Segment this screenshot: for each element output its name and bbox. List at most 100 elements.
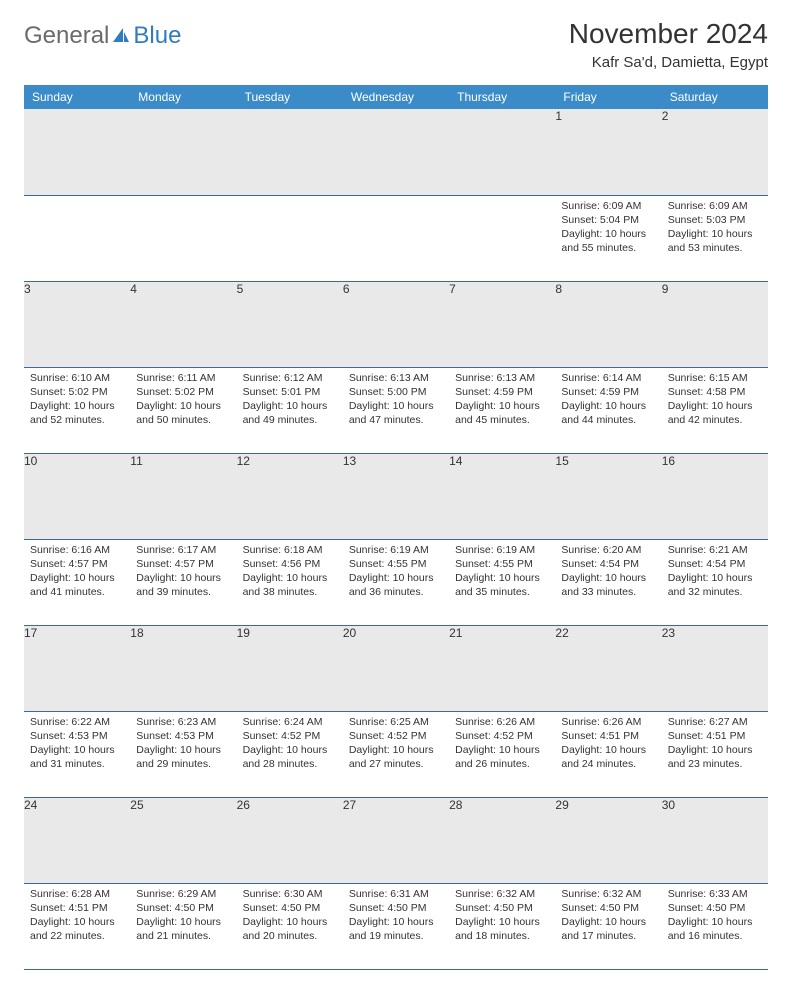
weekday-header: Wednesday [343,85,449,109]
sunset-text: Sunset: 4:51 PM [561,729,655,743]
sunrise-text: Sunrise: 6:32 AM [561,887,655,901]
month-title: November 2024 [569,18,768,50]
sunrise-text: Sunrise: 6:26 AM [455,715,549,729]
day-cell: Sunrise: 6:25 AMSunset: 4:52 PMDaylight:… [343,711,449,797]
day-cell: Sunrise: 6:12 AMSunset: 5:01 PMDaylight:… [237,367,343,453]
day-number [24,109,130,195]
sunset-text: Sunset: 5:03 PM [668,213,762,227]
day-cell-content: Sunrise: 6:14 AMSunset: 4:59 PMDaylight:… [555,368,661,434]
sunset-text: Sunset: 4:57 PM [30,557,124,571]
daylight-text: Daylight: 10 hours and 27 minutes. [349,743,443,771]
sunset-text: Sunset: 4:50 PM [561,901,655,915]
day-number: 15 [555,453,661,539]
day-cell: Sunrise: 6:20 AMSunset: 4:54 PMDaylight:… [555,539,661,625]
sunrise-text: Sunrise: 6:31 AM [349,887,443,901]
sunset-text: Sunset: 4:51 PM [668,729,762,743]
day-number: 2 [662,109,768,195]
day-cell: Sunrise: 6:26 AMSunset: 4:51 PMDaylight:… [555,711,661,797]
day-cell-content: Sunrise: 6:26 AMSunset: 4:52 PMDaylight:… [449,712,555,778]
day-cell [343,195,449,281]
day-cell-content: Sunrise: 6:09 AMSunset: 5:03 PMDaylight:… [662,196,768,262]
weekday-header: Sunday [24,85,130,109]
day-cell-content: Sunrise: 6:22 AMSunset: 4:53 PMDaylight:… [24,712,130,778]
day-cell-content: Sunrise: 6:18 AMSunset: 4:56 PMDaylight:… [237,540,343,606]
sunrise-text: Sunrise: 6:24 AM [243,715,337,729]
sunset-text: Sunset: 4:50 PM [455,901,549,915]
day-number-row: 3456789 [24,281,768,367]
day-number-row: 10111213141516 [24,453,768,539]
sunrise-text: Sunrise: 6:27 AM [668,715,762,729]
daylight-text: Daylight: 10 hours and 22 minutes. [30,915,124,943]
day-cell: Sunrise: 6:32 AMSunset: 4:50 PMDaylight:… [555,883,661,969]
sunset-text: Sunset: 4:59 PM [561,385,655,399]
day-number: 8 [555,281,661,367]
daylight-text: Daylight: 10 hours and 36 minutes. [349,571,443,599]
sunrise-text: Sunrise: 6:09 AM [668,199,762,213]
day-cell-content: Sunrise: 6:09 AMSunset: 5:04 PMDaylight:… [555,196,661,262]
day-cell: Sunrise: 6:31 AMSunset: 4:50 PMDaylight:… [343,883,449,969]
weekday-header: Tuesday [237,85,343,109]
brand-logo: General Blue [24,18,181,50]
sunrise-text: Sunrise: 6:15 AM [668,371,762,385]
sunset-text: Sunset: 4:51 PM [30,901,124,915]
day-number: 13 [343,453,449,539]
daylight-text: Daylight: 10 hours and 31 minutes. [30,743,124,771]
sunset-text: Sunset: 4:54 PM [668,557,762,571]
day-cell-content: Sunrise: 6:15 AMSunset: 4:58 PMDaylight:… [662,368,768,434]
day-number: 4 [130,281,236,367]
day-number: 14 [449,453,555,539]
day-cell: Sunrise: 6:19 AMSunset: 4:55 PMDaylight:… [449,539,555,625]
day-cell-content: Sunrise: 6:28 AMSunset: 4:51 PMDaylight:… [24,884,130,950]
weekday-header: Monday [130,85,236,109]
sunrise-text: Sunrise: 6:25 AM [349,715,443,729]
day-number [343,109,449,195]
sunrise-text: Sunrise: 6:30 AM [243,887,337,901]
day-cell-content: Sunrise: 6:17 AMSunset: 4:57 PMDaylight:… [130,540,236,606]
sunset-text: Sunset: 5:02 PM [30,385,124,399]
day-number: 29 [555,797,661,883]
sunset-text: Sunset: 4:54 PM [561,557,655,571]
day-cell [449,195,555,281]
sunset-text: Sunset: 4:53 PM [136,729,230,743]
day-cell-content: Sunrise: 6:13 AMSunset: 4:59 PMDaylight:… [449,368,555,434]
day-number: 18 [130,625,236,711]
day-cell: Sunrise: 6:23 AMSunset: 4:53 PMDaylight:… [130,711,236,797]
day-number: 25 [130,797,236,883]
sunrise-text: Sunrise: 6:26 AM [561,715,655,729]
day-cell: Sunrise: 6:17 AMSunset: 4:57 PMDaylight:… [130,539,236,625]
daylight-text: Daylight: 10 hours and 18 minutes. [455,915,549,943]
sunset-text: Sunset: 4:58 PM [668,385,762,399]
sunrise-text: Sunrise: 6:22 AM [30,715,124,729]
day-content-row: Sunrise: 6:22 AMSunset: 4:53 PMDaylight:… [24,711,768,797]
sunrise-text: Sunrise: 6:33 AM [668,887,762,901]
day-cell-content: Sunrise: 6:19 AMSunset: 4:55 PMDaylight:… [449,540,555,606]
day-number: 30 [662,797,768,883]
weekday-header: Friday [555,85,661,109]
day-number: 26 [237,797,343,883]
daylight-text: Daylight: 10 hours and 45 minutes. [455,399,549,427]
day-number [449,109,555,195]
day-number: 7 [449,281,555,367]
day-number: 16 [662,453,768,539]
sunrise-text: Sunrise: 6:23 AM [136,715,230,729]
daylight-text: Daylight: 10 hours and 50 minutes. [136,399,230,427]
sunrise-text: Sunrise: 6:20 AM [561,543,655,557]
day-number: 1 [555,109,661,195]
day-cell-content: Sunrise: 6:27 AMSunset: 4:51 PMDaylight:… [662,712,768,778]
daylight-text: Daylight: 10 hours and 41 minutes. [30,571,124,599]
sunrise-text: Sunrise: 6:09 AM [561,199,655,213]
sunrise-text: Sunrise: 6:12 AM [243,371,337,385]
sunset-text: Sunset: 4:52 PM [243,729,337,743]
day-number: 28 [449,797,555,883]
sunrise-text: Sunrise: 6:13 AM [455,371,549,385]
day-content-row: Sunrise: 6:09 AMSunset: 5:04 PMDaylight:… [24,195,768,281]
sunset-text: Sunset: 5:04 PM [561,213,655,227]
daylight-text: Daylight: 10 hours and 35 minutes. [455,571,549,599]
sunset-text: Sunset: 4:53 PM [30,729,124,743]
day-number [130,109,236,195]
day-number-row: 24252627282930 [24,797,768,883]
daylight-text: Daylight: 10 hours and 52 minutes. [30,399,124,427]
title-block: November 2024 Kafr Sa'd, Damietta, Egypt [569,18,768,71]
sunset-text: Sunset: 5:02 PM [136,385,230,399]
daylight-text: Daylight: 10 hours and 55 minutes. [561,227,655,255]
